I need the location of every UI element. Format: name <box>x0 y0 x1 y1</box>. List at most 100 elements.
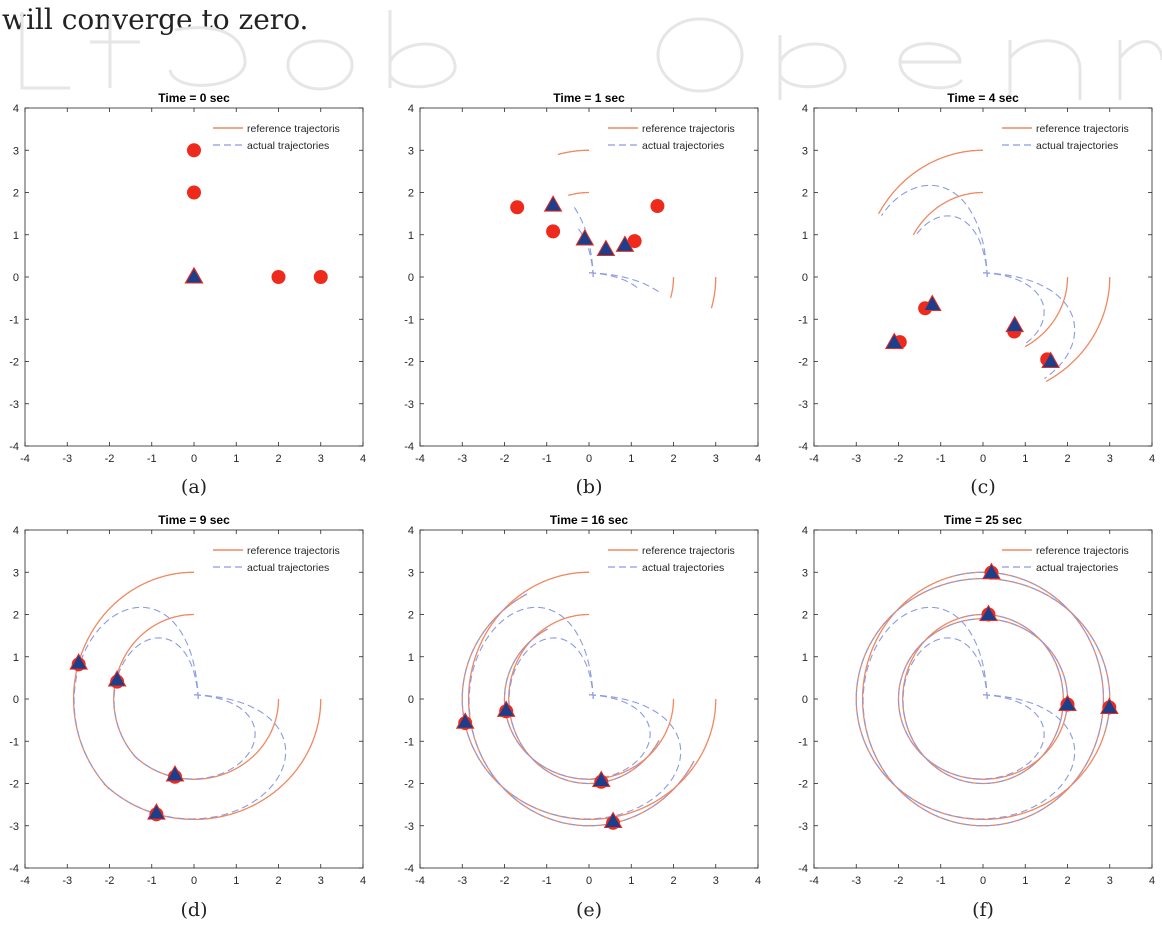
x-tick-label: 3 <box>1107 453 1113 465</box>
legend-reference-label: reference trajectoris <box>247 545 340 557</box>
reference-trajectory <box>557 149 589 156</box>
x-tick-label: 4 <box>1149 453 1155 465</box>
legend-actual-label: actual trajectories <box>247 140 329 152</box>
panel-5: -4 -3 -2 -1 0 1 2 3 4 -4 -3 -2 -1 0 1 2 3 4 Time = 16 sec r… <box>404 513 761 921</box>
x-tick-label: -2 <box>105 875 115 887</box>
y-tick-label: 4 <box>408 525 414 537</box>
panel-sub-label: (a) <box>181 476 207 498</box>
actual-marker <box>1099 697 1119 714</box>
y-tick-label: -4 <box>404 441 414 453</box>
actual-trajectory <box>468 606 695 827</box>
actual-trajectory <box>897 618 1069 780</box>
y-tick-label: -1 <box>404 736 414 748</box>
plot-title: Time = 25 sec <box>944 513 1022 527</box>
reference-marker <box>187 185 201 200</box>
reference-trajectory <box>1024 277 1069 348</box>
plot-title: Time = 16 sec <box>550 513 628 527</box>
reference-trajectory <box>72 571 194 790</box>
reference-marker <box>313 270 328 284</box>
reference-marker <box>510 200 525 215</box>
reference-trajectory <box>113 613 194 760</box>
actual-trajectory <box>461 593 682 820</box>
y-tick-label: -3 <box>404 821 414 833</box>
x-tick-label: 3 <box>318 453 324 465</box>
legend-reference-label: reference trajectoris <box>642 123 735 135</box>
actual-marker <box>1041 351 1060 368</box>
actual-marker <box>496 700 516 717</box>
legend-actual-label: actual trajectories <box>247 562 329 574</box>
y-tick-label: 0 <box>13 272 19 284</box>
plot-frame <box>813 529 1153 869</box>
actual-marker <box>147 803 166 820</box>
x-tick-label: 4 <box>755 875 761 887</box>
y-tick-label: 2 <box>408 188 414 200</box>
actual-trajectory <box>503 628 651 780</box>
x-tick-label: 3 <box>318 875 324 887</box>
y-tick-label: 3 <box>13 145 19 157</box>
reference-marker <box>271 270 286 284</box>
x-tick-label: -4 <box>20 875 30 887</box>
x-tick-label: 1 <box>233 875 239 887</box>
x-tick-label: 3 <box>713 453 719 465</box>
plot-frame <box>419 529 759 869</box>
x-tick-label: -4 <box>809 453 819 465</box>
x-tick-label: -3 <box>457 453 467 465</box>
actual-marker <box>615 235 635 252</box>
legend-reference-label: reference trajectoris <box>1036 545 1129 557</box>
panel-2: -4 -3 -2 -1 0 1 2 3 4 -4 -3 -2 -1 0 1 2 3 4 Time = 1 sec re… <box>404 91 761 498</box>
panel-sub-label: (c) <box>970 476 995 498</box>
plot-title: Time = 9 sec <box>158 513 230 527</box>
x-tick-label: 4 <box>360 453 366 465</box>
plot-title: Time = 1 sec <box>553 91 625 105</box>
y-tick-label: 3 <box>408 145 414 157</box>
y-tick-label: 3 <box>802 145 808 157</box>
y-tick-label: 4 <box>408 103 414 115</box>
panel-sub-label: (b) <box>576 476 603 498</box>
y-tick-label: 0 <box>802 694 808 706</box>
actual-trajectory <box>577 228 594 278</box>
y-tick-label: -2 <box>404 779 414 791</box>
y-tick-label: -1 <box>9 736 19 748</box>
panel-sub-label: (e) <box>576 899 602 921</box>
y-tick-label: 3 <box>408 567 414 579</box>
x-tick-label: 0 <box>980 453 986 465</box>
actual-trajectory <box>881 184 988 278</box>
reference-trajectory <box>669 277 675 299</box>
y-tick-label: -3 <box>798 399 808 411</box>
actual-trajectory <box>508 637 660 785</box>
y-tick-label: 2 <box>802 610 808 622</box>
y-tick-label: 4 <box>13 525 19 537</box>
y-tick-label: -4 <box>404 863 414 875</box>
reference-trajectory <box>710 276 717 309</box>
y-tick-label: -2 <box>798 779 808 791</box>
x-tick-label: 2 <box>275 875 281 887</box>
legend-actual-label: actual trajectories <box>1036 140 1118 152</box>
y-tick-label: 2 <box>13 188 19 200</box>
x-tick-label: -4 <box>809 875 819 887</box>
actual-marker <box>1005 315 1025 333</box>
actual-trajectory <box>113 637 199 760</box>
panel-sub-label: (d) <box>181 899 208 921</box>
x-tick-label: -2 <box>500 453 510 465</box>
x-tick-label: -2 <box>894 453 904 465</box>
actual-trajectory <box>588 272 662 295</box>
legend-reference-label: reference trajectoris <box>1036 123 1129 135</box>
actual-marker <box>979 604 998 621</box>
legend-actual-label: actual trajectories <box>642 140 724 152</box>
y-tick-label: -2 <box>9 779 19 791</box>
x-tick-label: -1 <box>936 453 946 465</box>
x-tick-label: 2 <box>1064 875 1070 887</box>
y-tick-label: -1 <box>404 314 414 326</box>
reference-marker <box>187 143 201 158</box>
legend-reference-label: reference trajectoris <box>642 545 735 557</box>
y-tick-label: 4 <box>13 103 19 115</box>
x-tick-label: -1 <box>147 875 157 887</box>
legend-actual-label: actual trajectories <box>1036 562 1118 574</box>
y-tick-label: 2 <box>802 188 808 200</box>
x-tick-label: 0 <box>980 875 986 887</box>
x-tick-label: -3 <box>851 875 861 887</box>
x-tick-label: 0 <box>191 453 197 465</box>
x-tick-label: 1 <box>1022 453 1028 465</box>
reference-trajectory <box>567 191 589 197</box>
